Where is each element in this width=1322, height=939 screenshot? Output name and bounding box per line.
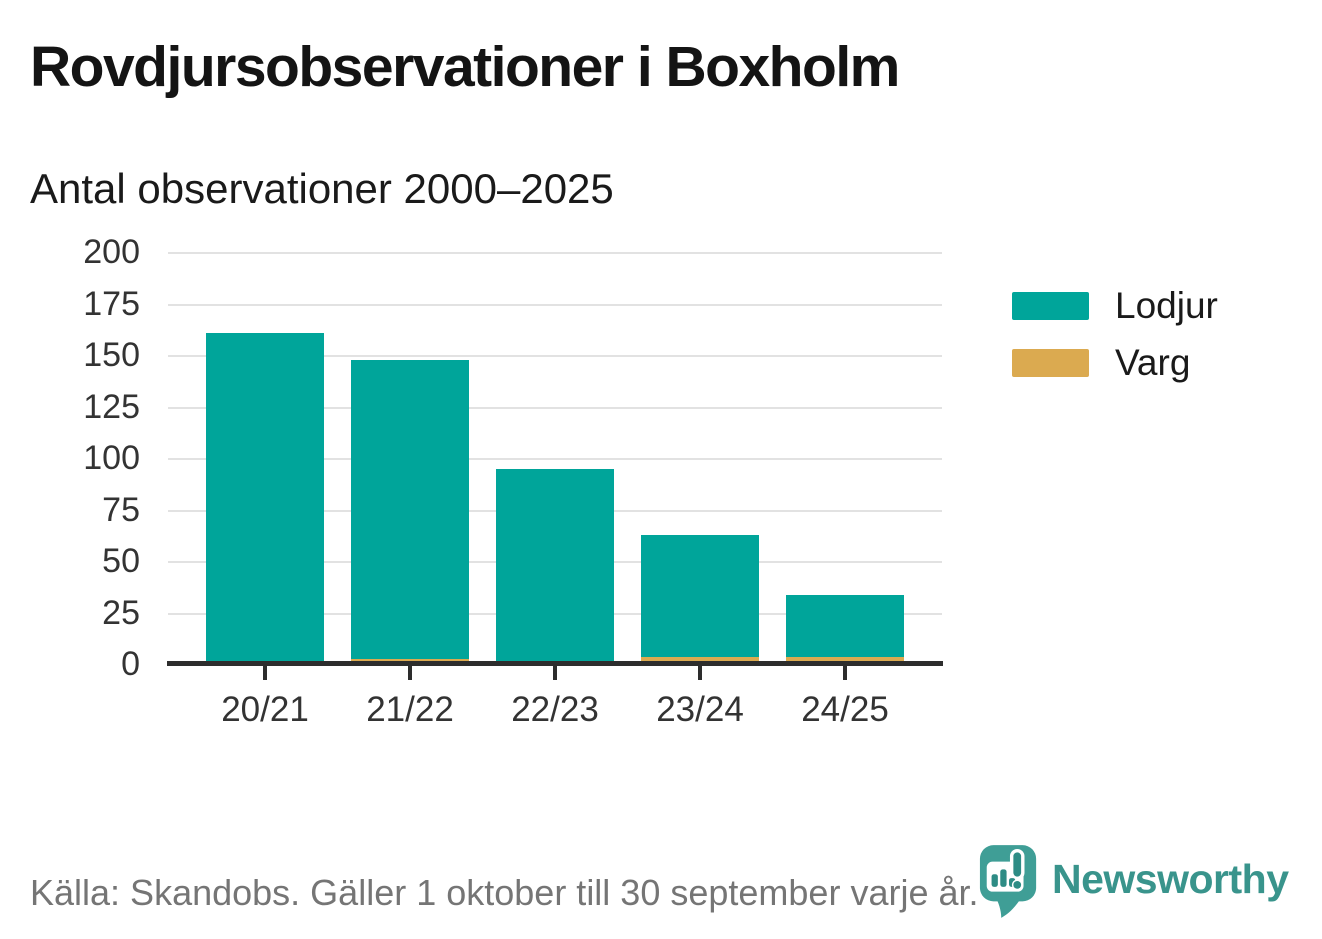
bar-segment-lodjur (496, 469, 614, 665)
newsworthy-logo-icon (979, 845, 1037, 918)
bar-segment-lodjur (351, 360, 469, 659)
chart-subtitle: Antal observationer 2000–2025 (30, 165, 614, 212)
gridline (168, 355, 942, 357)
bar-group-21-22 (351, 360, 469, 665)
bar-segment-varg (786, 656, 904, 665)
y-axis-labels: 0 25 50 75 100 125 150 175 200 (20, 235, 140, 681)
plot-area (168, 252, 942, 665)
x-tick-mark (843, 666, 847, 680)
y-tick-label: 0 (121, 645, 140, 683)
brand-logo: Newsworthy (978, 842, 1289, 920)
y-tick-label: 25 (102, 593, 140, 632)
page-title: Rovdjursobservationer i Boxholm (30, 35, 900, 99)
legend-label: Lodjur (1115, 285, 1218, 326)
x-tick-label: 21/22 (366, 690, 454, 729)
y-tick-label: 200 (83, 233, 140, 271)
bar-segment-lodjur (641, 535, 759, 657)
y-tick-label: 50 (102, 542, 140, 580)
x-tick-label: 20/21 (221, 690, 309, 729)
bar-segment-varg (641, 656, 759, 665)
legend-item-lodjur: Lodjur (1012, 285, 1218, 326)
legend-swatch (1012, 292, 1089, 320)
gridline (168, 406, 942, 409)
x-tick-label: 22/23 (511, 690, 599, 729)
bar-group-22-23 (496, 469, 614, 665)
bar-segment-lodjur (786, 594, 904, 657)
x-axis-line (167, 661, 943, 666)
legend-item-varg: Varg (1012, 342, 1218, 383)
x-tick-mark (263, 666, 267, 680)
gridline (168, 303, 942, 306)
y-tick-label: 125 (83, 387, 140, 426)
y-tick-label: 100 (83, 439, 140, 477)
legend-label: Varg (1115, 342, 1191, 383)
gridline (168, 458, 942, 460)
y-tick-label: 150 (83, 336, 140, 374)
x-tick-label: 23/24 (656, 690, 744, 729)
bar-group-24-25 (786, 594, 904, 665)
source-note: Källa: Skandobs. Gäller 1 oktober till 3… (30, 872, 979, 913)
chart-legend: Lodjur Varg (1012, 285, 1218, 406)
x-tick-label: 24/25 (801, 690, 889, 729)
brand-name: Newsworthy (1052, 855, 1289, 902)
gridline (168, 252, 942, 254)
bar-group-23-24 (641, 535, 759, 665)
x-tick-mark (408, 666, 412, 680)
bar-segment-lodjur (206, 333, 324, 665)
x-axis-labels: 20/21 21/22 22/23 23/24 24/25 (170, 690, 940, 735)
y-tick-label: 175 (83, 284, 140, 323)
x-tick-mark (698, 666, 702, 680)
x-tick-mark (553, 666, 557, 680)
bar-group-20-21 (206, 333, 324, 665)
legend-swatch (1012, 349, 1089, 377)
y-tick-label: 75 (102, 490, 140, 529)
